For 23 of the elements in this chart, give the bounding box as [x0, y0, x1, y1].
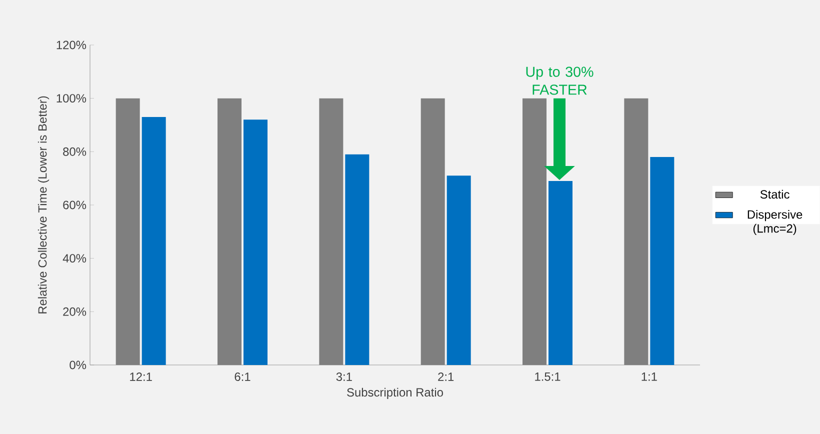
legend-label: Static — [760, 190, 790, 199]
x-tick-label: 3:1 — [336, 372, 352, 381]
x-axis-title: Subscription Ratio — [347, 388, 443, 399]
y-tick-label: 60% — [63, 200, 86, 210]
bar — [244, 120, 268, 365]
legend-label: Dispersive (Lmc=2) — [748, 210, 802, 236]
bar — [345, 154, 370, 365]
x-tick-label: 6:1 — [234, 372, 250, 381]
bar — [650, 156, 674, 365]
y-tick-label: 80% — [63, 147, 86, 156]
y-tick-label: 40% — [62, 254, 86, 263]
x-tick-label: 1.5:1 — [535, 372, 560, 381]
y-tick-label: 0% — [70, 360, 86, 370]
x-tick-label: 12:1 — [130, 372, 152, 381]
y-tick-label: 100% — [56, 94, 86, 103]
x-tick-label: 1:1 — [642, 372, 657, 381]
x-tick-label: 2:1 — [438, 372, 454, 381]
y-tick-label: 20% — [63, 307, 86, 316]
bar — [142, 116, 166, 365]
annotation: Up to 30% FASTER — [526, 66, 594, 95]
y-tick-label: 120% — [56, 40, 86, 50]
y-axis-title: Relative Collective Time (Lower is Better) — [38, 96, 50, 314]
bar — [446, 176, 471, 365]
